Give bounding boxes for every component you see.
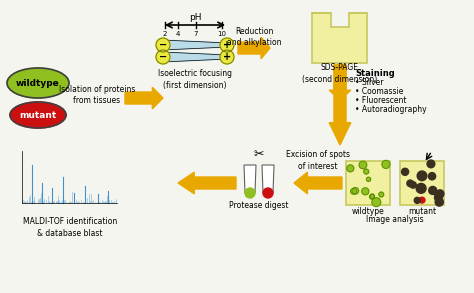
Ellipse shape (7, 68, 69, 98)
Text: • Coomassie: • Coomassie (355, 87, 403, 96)
Circle shape (156, 38, 170, 52)
Circle shape (352, 188, 359, 194)
Polygon shape (244, 165, 256, 193)
Circle shape (414, 197, 420, 203)
Circle shape (428, 173, 436, 180)
Circle shape (220, 50, 234, 64)
Circle shape (220, 38, 234, 52)
Circle shape (427, 160, 435, 168)
FancyBboxPatch shape (331, 11, 349, 27)
Circle shape (370, 194, 374, 198)
Text: 7: 7 (194, 31, 198, 37)
Circle shape (263, 188, 273, 198)
Circle shape (429, 186, 437, 195)
Text: Excision of spots
of interest: Excision of spots of interest (286, 150, 350, 171)
Text: 4: 4 (176, 31, 180, 37)
Text: pH: pH (189, 13, 201, 21)
Polygon shape (162, 40, 228, 50)
Circle shape (379, 192, 384, 197)
Text: Staining: Staining (355, 69, 395, 78)
FancyBboxPatch shape (312, 13, 367, 63)
Circle shape (362, 188, 369, 195)
Text: • Silver: • Silver (355, 78, 383, 87)
Circle shape (410, 182, 416, 188)
Ellipse shape (10, 102, 66, 128)
Text: 2: 2 (163, 31, 167, 37)
Text: • Autoradiography: • Autoradiography (355, 105, 427, 114)
Text: −: − (159, 40, 167, 50)
Circle shape (359, 161, 367, 169)
Circle shape (416, 183, 426, 193)
Text: ✂: ✂ (254, 149, 264, 161)
Circle shape (435, 198, 443, 206)
FancyArrow shape (329, 65, 351, 145)
FancyBboxPatch shape (346, 161, 390, 205)
Circle shape (370, 194, 374, 199)
FancyArrow shape (329, 65, 351, 100)
Text: Isolation of proteins
from tissues: Isolation of proteins from tissues (59, 85, 135, 105)
Text: Image analysis: Image analysis (366, 215, 424, 224)
Text: mutant: mutant (408, 207, 436, 216)
Circle shape (245, 188, 255, 198)
Text: Reduction
and alkylation: Reduction and alkylation (227, 27, 281, 47)
Text: MALDI-TOF identification
& database blast: MALDI-TOF identification & database blas… (23, 217, 117, 238)
FancyBboxPatch shape (400, 161, 444, 205)
FancyArrow shape (294, 172, 342, 194)
Circle shape (382, 160, 390, 168)
Circle shape (351, 188, 356, 194)
Text: mutant: mutant (19, 110, 56, 120)
FancyArrow shape (178, 172, 236, 194)
Polygon shape (262, 165, 274, 193)
Circle shape (347, 165, 354, 172)
Circle shape (417, 171, 427, 181)
Text: +: + (223, 52, 231, 62)
Text: 10: 10 (218, 31, 227, 37)
Circle shape (364, 169, 369, 174)
Text: −: − (159, 52, 167, 62)
Text: Protease digest: Protease digest (229, 201, 289, 210)
Circle shape (436, 190, 444, 198)
Circle shape (407, 180, 413, 187)
FancyArrow shape (238, 37, 270, 59)
Circle shape (372, 198, 381, 207)
Text: wildtype: wildtype (352, 207, 384, 216)
Text: SDS-PAGE
(second dimension): SDS-PAGE (second dimension) (302, 63, 378, 84)
FancyArrow shape (125, 87, 163, 109)
Text: wildtype: wildtype (16, 79, 60, 88)
Text: Isoelectric focusing
(first dimension): Isoelectric focusing (first dimension) (158, 69, 232, 90)
Polygon shape (162, 52, 228, 62)
Text: • Fluorescent: • Fluorescent (355, 96, 407, 105)
Circle shape (435, 191, 442, 198)
Circle shape (419, 197, 425, 203)
Circle shape (401, 168, 409, 175)
Circle shape (435, 194, 442, 202)
Circle shape (156, 50, 170, 64)
Text: +: + (223, 40, 231, 50)
Circle shape (366, 177, 371, 181)
